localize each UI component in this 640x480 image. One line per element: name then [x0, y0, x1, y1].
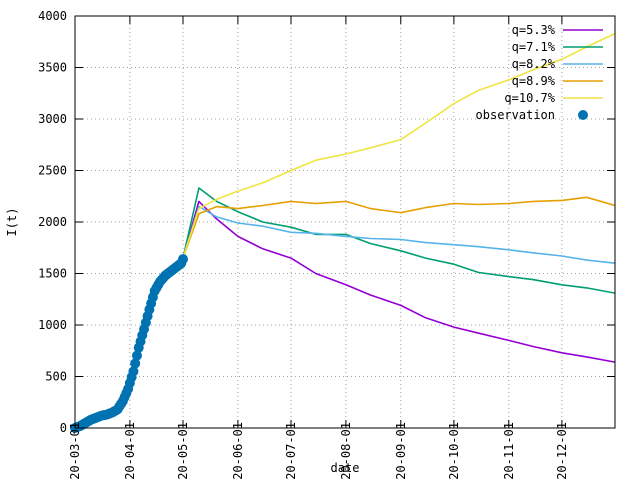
series-line [182, 196, 616, 259]
legend-label: q=8.2% [512, 57, 556, 71]
data-point [131, 350, 142, 361]
series-line [182, 187, 616, 294]
x-tick-label: 2020-05-01 [176, 422, 190, 480]
legend-label: observation [476, 108, 555, 122]
grid [75, 16, 615, 428]
data-point [178, 254, 188, 265]
y-axis-label: I(t) [5, 208, 19, 237]
x-tick-label: 2020-06-01 [231, 422, 245, 480]
x-tick-label: 2020-09-01 [394, 422, 408, 480]
x-axis-label: date [331, 461, 360, 475]
series-layer [70, 32, 616, 433]
y-tick-label: 1000 [38, 318, 67, 332]
data-point [128, 366, 139, 377]
axes [74, 15, 616, 429]
tick-labels: 0 500 1000 1500 2000 2500 3000 3500 4000 2020-03-… [38, 9, 569, 480]
x-tick-label: 2020-07-01 [284, 422, 298, 480]
legend-marker [578, 110, 588, 120]
x-tick-label: 2020-10-01 [447, 422, 461, 480]
legend-label: q=7.1% [512, 40, 556, 54]
data-point [130, 358, 141, 369]
legend-label: q=8.9% [512, 74, 556, 88]
legend-label: q=10.7% [504, 91, 555, 105]
x-tick-label: 2020-03-01 [68, 422, 82, 480]
y-tick-label: 500 [45, 370, 67, 384]
y-tick-label: 2000 [38, 215, 67, 229]
plot-border [74, 15, 616, 429]
legend-label: q=5.3% [512, 23, 556, 37]
y-tick-label: 0 [60, 421, 67, 435]
observation-points [70, 254, 188, 433]
series-line [182, 205, 616, 264]
y-tick-label: 3000 [38, 112, 67, 126]
series-line [182, 200, 616, 363]
legend: q=5.3% q=7.1% q=8.2% q=8.9% q=10.7% observati… [476, 23, 603, 122]
x-tick-label: 2020-11-01 [502, 422, 516, 480]
x-tick-label: 2020-12-01 [555, 422, 569, 480]
x-tick-label: 2020-04-01 [123, 422, 137, 480]
y-tick-label: 3500 [38, 61, 67, 75]
x-tick-label: 2020-08-01 [339, 422, 353, 480]
y-tick-label: 2500 [38, 164, 67, 178]
y-tick-label: 4000 [38, 9, 67, 23]
y-tick-label: 1500 [38, 267, 67, 281]
series-line [182, 32, 616, 259]
